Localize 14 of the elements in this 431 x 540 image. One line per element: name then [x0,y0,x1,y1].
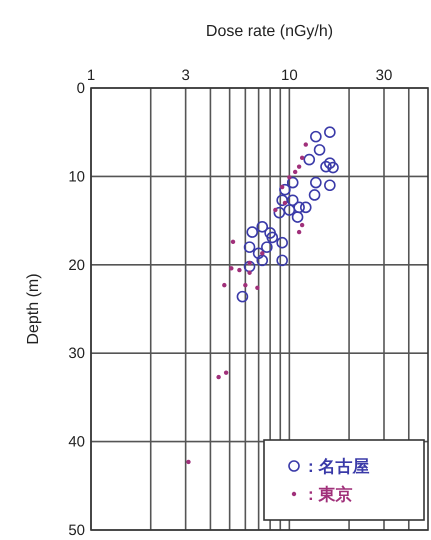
x-tick-label: 30 [376,67,392,84]
x-tick-label: 1 [86,67,96,84]
legend-label: : 名古屋 [308,457,370,476]
x-axis-title: Dose rate (nGy/h) [206,23,334,40]
y-tick-label: 10 [68,168,85,186]
x-tick-label: 10 [281,67,298,84]
x-tick-label: 3 [181,67,190,84]
y-tick-label: 30 [68,345,85,362]
y-tick-label: 20 [68,256,85,274]
y-axis-title: Depth (m) [25,273,42,345]
y-tick-label: 50 [68,522,85,539]
y-tick-label: 40 [68,434,85,451]
legend-label: : 東京 [308,485,352,504]
y-tick-label: 0 [76,80,85,97]
